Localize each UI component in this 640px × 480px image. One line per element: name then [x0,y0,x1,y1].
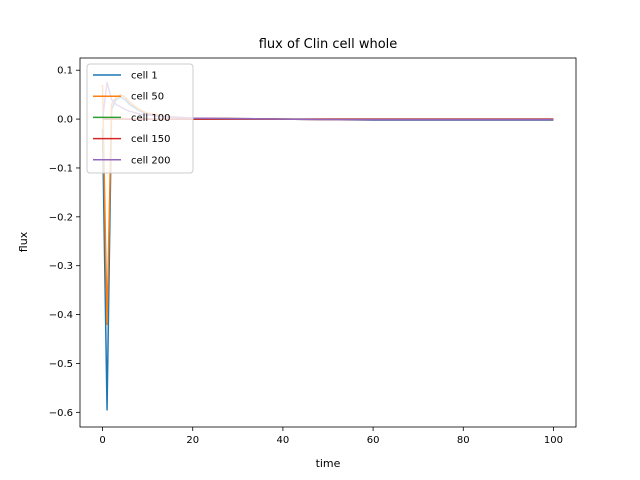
y-tick-label: −0.6 [49,408,73,419]
x-axis-label: time [316,457,341,470]
x-tick-label: 60 [367,435,380,446]
legend: cell 1 cell 50 cell 100 cell 150 cell 200 [86,63,194,174]
legend-label-5: cell 200 [131,155,170,166]
x-tick-label: 100 [544,435,563,446]
legend-label-1: cell 1 [131,71,158,82]
x-tick-label: 40 [277,435,290,446]
y-axis-label: flux [17,231,30,252]
x-tick-label: 80 [457,435,470,446]
y-tick-label: −0.1 [49,163,73,174]
legend-label-4: cell 150 [131,134,170,145]
y-tick-label: −0.2 [49,212,73,223]
y-tick-label: −0.5 [49,359,73,370]
y-tick-label: −0.3 [49,261,73,272]
y-tick-label: 0.0 [57,115,73,126]
x-tick-label: 0 [99,435,105,446]
y-tick-label: 0.1 [57,66,73,77]
y-tick-label: −0.4 [49,310,73,321]
x-axis: 0 20 40 60 80 100 [99,427,563,446]
chart-title: flux of Clin cell whole [259,37,398,52]
legend-frame [86,63,194,174]
legend-label-2: cell 50 [131,92,164,103]
legend-label-3: cell 100 [131,113,170,124]
x-tick-label: 20 [186,435,199,446]
y-axis: 0.1 0.0 −0.1 −0.2 −0.3 −0.4 −0.5 −0.6 [49,66,80,419]
plot-frame [79,57,577,428]
